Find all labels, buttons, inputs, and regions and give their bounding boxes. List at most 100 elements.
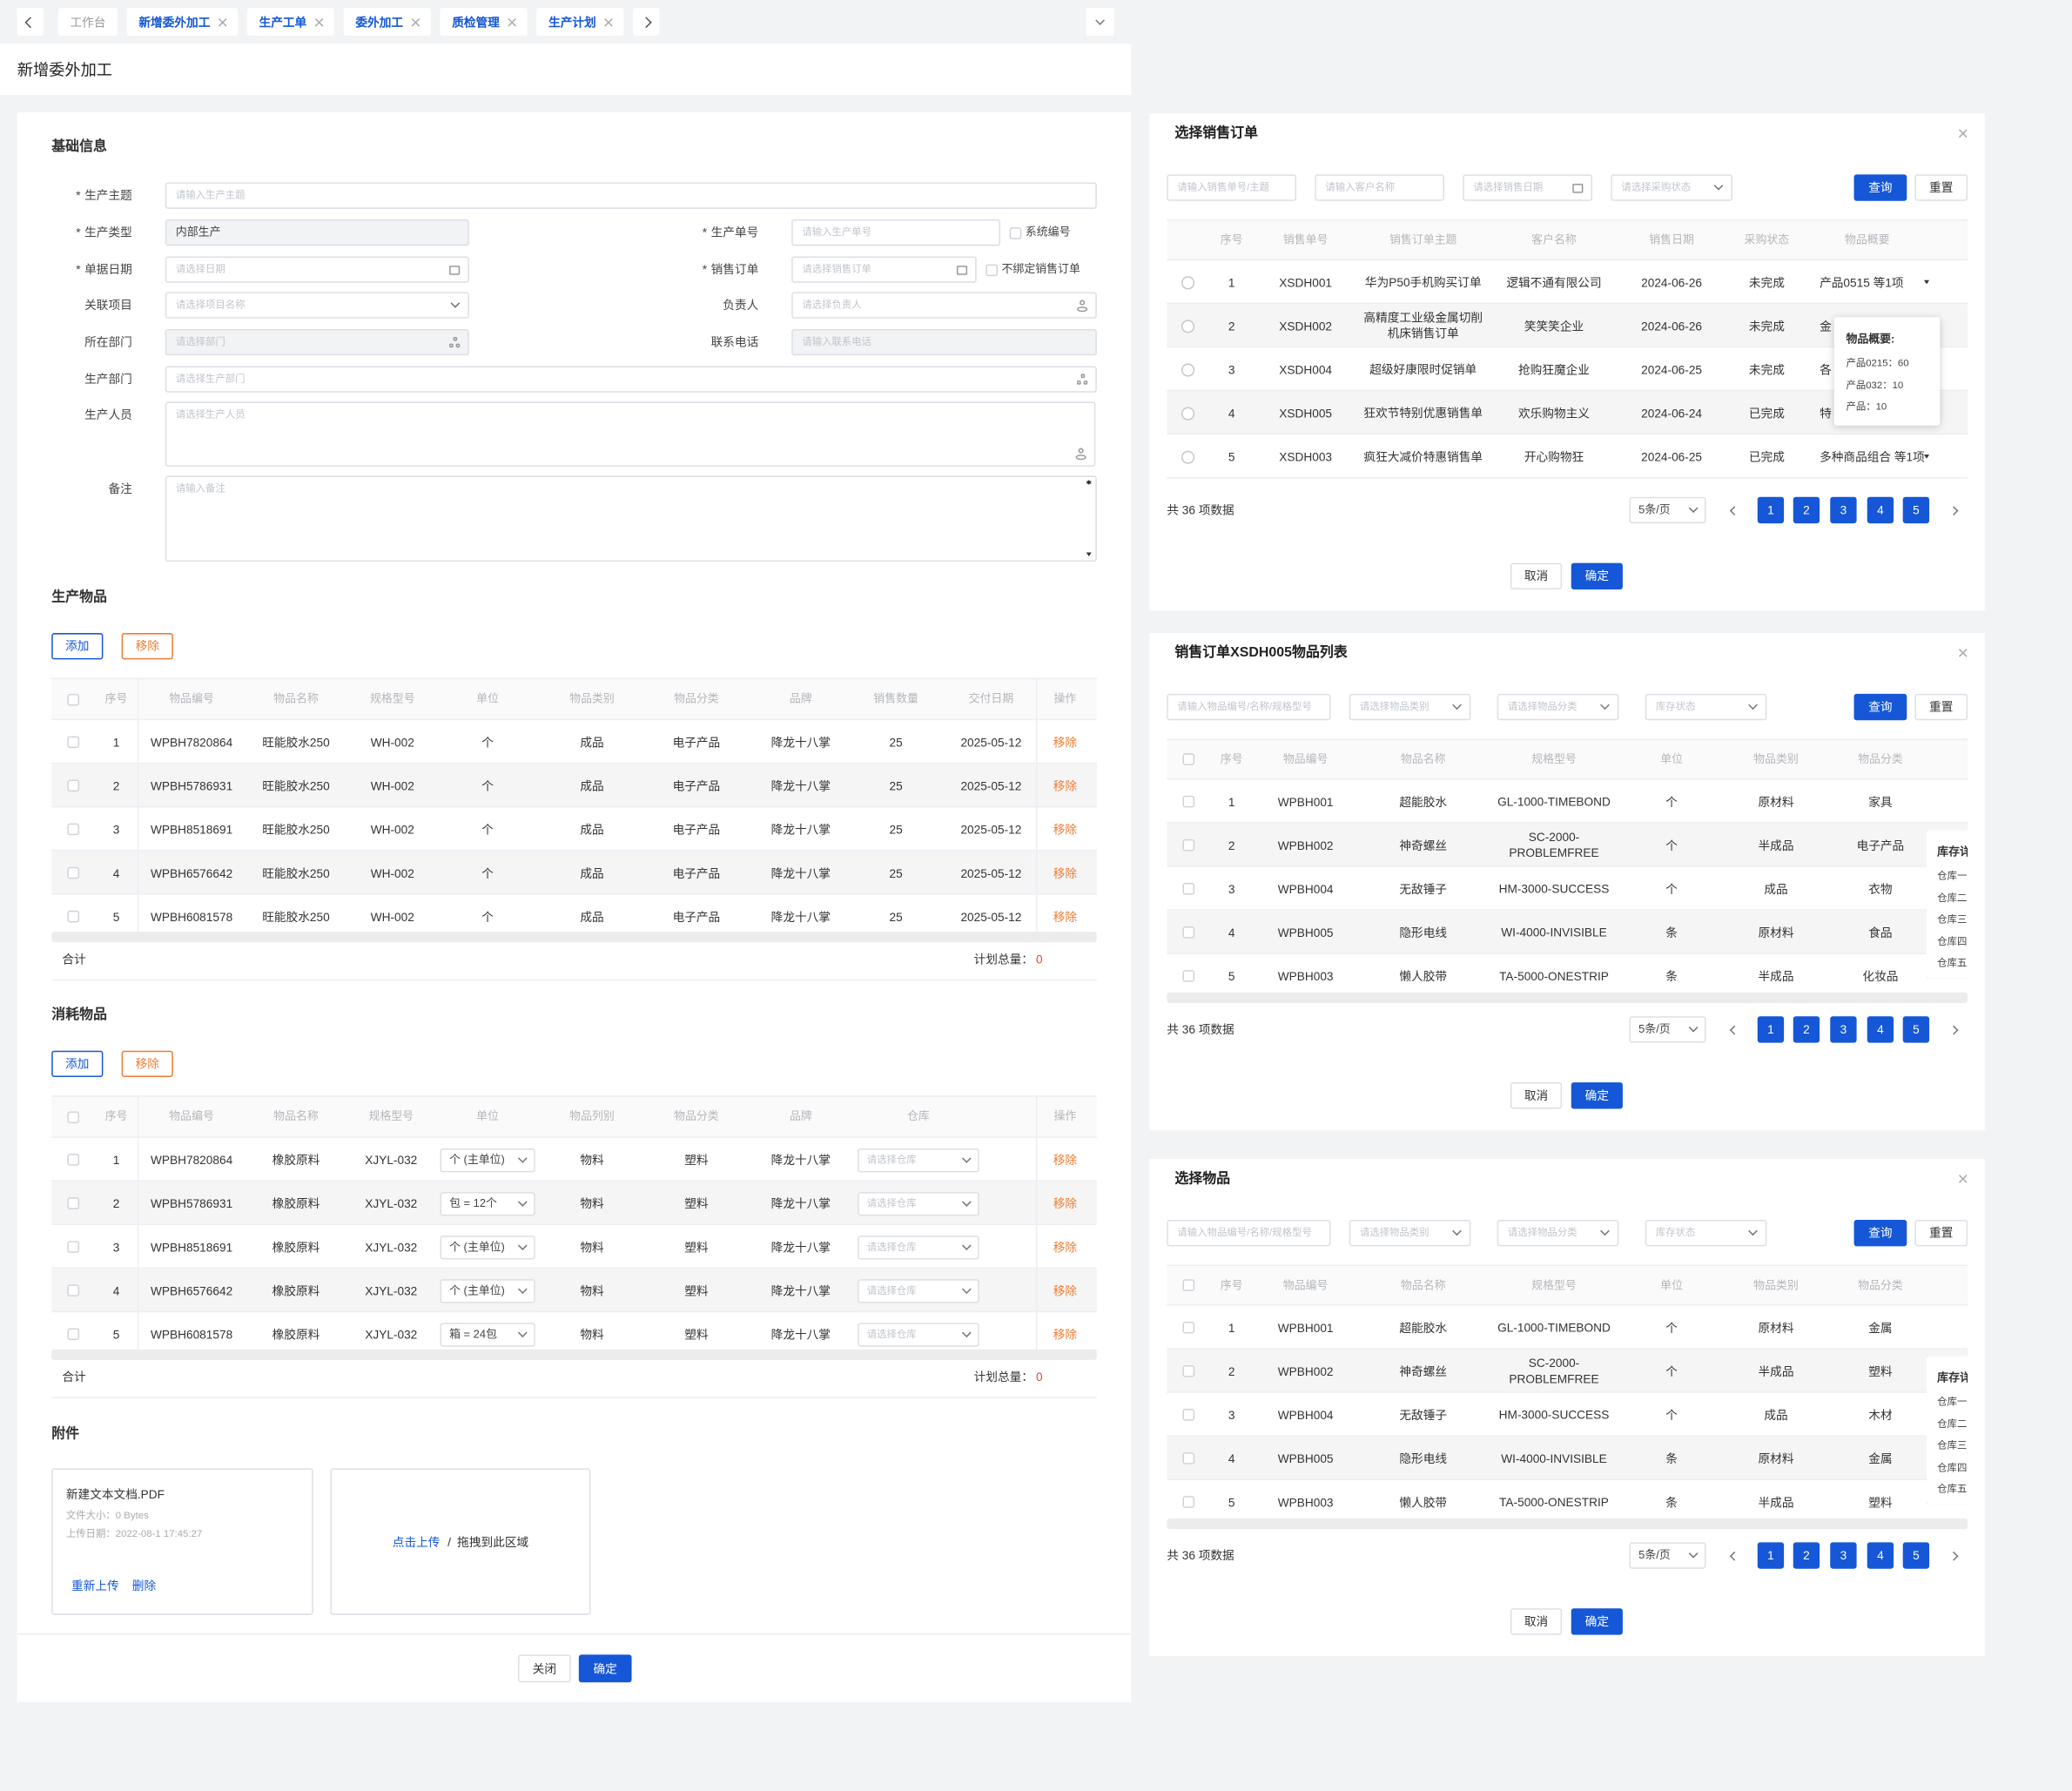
row-action[interactable]: 移除 xyxy=(1053,865,1078,880)
checkbox[interactable] xyxy=(66,1110,79,1123)
confirm-button[interactable] xyxy=(578,1654,632,1683)
tab-prev[interactable] xyxy=(17,8,44,36)
filter-input[interactable] xyxy=(1497,693,1619,721)
tab-close[interactable] xyxy=(508,17,515,25)
checkbox[interactable] xyxy=(1181,1452,1194,1464)
row-action[interactable]: 移除 xyxy=(1053,735,1078,749)
row-action[interactable]: 移除 xyxy=(1053,1283,1078,1297)
page-button[interactable] xyxy=(1830,1542,1857,1569)
reset-button[interactable] xyxy=(1914,1219,1968,1247)
query-button[interactable] xyxy=(1853,174,1907,201)
filter-input[interactable] xyxy=(1497,1219,1619,1247)
input-field[interactable] xyxy=(791,219,1001,246)
checkbox[interactable] xyxy=(1181,882,1194,895)
tab-close[interactable] xyxy=(218,17,225,25)
select[interactable] xyxy=(858,1191,979,1215)
input-field[interactable] xyxy=(791,328,1097,356)
checkbox[interactable] xyxy=(66,693,79,705)
checkbox[interactable] xyxy=(66,779,79,792)
page-button[interactable] xyxy=(1793,1542,1820,1569)
page-button[interactable] xyxy=(1830,1016,1857,1043)
tab[interactable]: 生产工单 xyxy=(246,8,335,36)
radio[interactable] xyxy=(1181,275,1195,289)
page-button[interactable] xyxy=(1867,496,1894,524)
select[interactable] xyxy=(440,1148,535,1172)
input-field[interactable] xyxy=(165,182,1097,209)
checkbox[interactable] xyxy=(1181,1321,1194,1334)
tab[interactable]: 工作台 xyxy=(57,8,118,36)
tab-next[interactable] xyxy=(633,8,660,36)
checkbox[interactable] xyxy=(1009,226,1022,239)
page-button[interactable] xyxy=(1757,1016,1785,1043)
cancel-button[interactable] xyxy=(1510,562,1563,589)
upload-link[interactable]: 点击上传 xyxy=(392,1535,441,1549)
row-action[interactable]: 移除 xyxy=(1053,1153,1078,1167)
select[interactable] xyxy=(858,1278,979,1303)
row-action[interactable]: 移除 xyxy=(1053,909,1078,924)
radio[interactable] xyxy=(1181,319,1195,333)
select[interactable] xyxy=(440,1191,535,1215)
page-button[interactable] xyxy=(1902,1542,1930,1569)
input-field[interactable] xyxy=(165,475,1097,562)
filter-input[interactable] xyxy=(1611,174,1732,201)
confirm-button[interactable] xyxy=(1571,1082,1623,1109)
close-button[interactable] xyxy=(517,1654,571,1683)
row-action[interactable]: 移除 xyxy=(1053,1327,1078,1341)
input-field[interactable] xyxy=(791,256,977,283)
filter-input[interactable] xyxy=(1645,1219,1767,1247)
filter-input[interactable] xyxy=(1645,693,1767,721)
cancel-button[interactable] xyxy=(1510,1608,1563,1635)
checkbox[interactable] xyxy=(66,1328,79,1341)
tab[interactable]: 新增委外加工 xyxy=(126,8,239,36)
page-size-select[interactable] xyxy=(1629,1016,1706,1043)
filter-input[interactable] xyxy=(1167,693,1331,721)
radio[interactable] xyxy=(1181,362,1195,376)
checkbox[interactable] xyxy=(1181,970,1194,982)
checkbox[interactable] xyxy=(1181,1364,1194,1377)
input-field[interactable] xyxy=(165,256,469,283)
input-field[interactable] xyxy=(165,292,469,319)
page-button[interactable] xyxy=(1867,1016,1894,1043)
checkbox[interactable] xyxy=(986,263,998,276)
filter-input[interactable] xyxy=(1315,174,1445,201)
close-icon[interactable] xyxy=(1958,1175,1966,1182)
checkbox[interactable] xyxy=(66,1284,79,1297)
select[interactable] xyxy=(858,1322,979,1346)
reset-button[interactable] xyxy=(1914,693,1968,721)
page-button[interactable] xyxy=(1793,1016,1820,1043)
add-button[interactable] xyxy=(51,633,104,660)
checkbox[interactable] xyxy=(1181,753,1194,765)
select[interactable] xyxy=(440,1278,535,1303)
page-size-select[interactable] xyxy=(1629,1542,1706,1569)
page-button[interactable] xyxy=(1757,496,1785,524)
checkbox[interactable] xyxy=(66,866,79,879)
input-field[interactable] xyxy=(165,366,1097,393)
confirm-button[interactable] xyxy=(1571,562,1623,589)
select[interactable] xyxy=(440,1235,535,1259)
checkbox[interactable] xyxy=(1181,838,1194,852)
checkbox[interactable] xyxy=(66,823,79,836)
add-button[interactable] xyxy=(51,1050,104,1078)
checkbox[interactable] xyxy=(66,1154,79,1166)
select[interactable] xyxy=(440,1322,535,1346)
page-button[interactable] xyxy=(1757,1542,1785,1569)
checkbox[interactable] xyxy=(1181,1279,1194,1291)
page-button[interactable] xyxy=(1793,496,1820,524)
filter-input[interactable] xyxy=(1167,1219,1331,1247)
close-icon[interactable] xyxy=(1958,649,1966,656)
row-action[interactable]: 移除 xyxy=(1053,822,1078,836)
cancel-button[interactable] xyxy=(1510,1082,1563,1109)
select[interactable] xyxy=(858,1148,979,1172)
checkbox[interactable] xyxy=(66,910,79,923)
close-icon[interactable] xyxy=(1958,130,1966,138)
filter-input[interactable] xyxy=(1167,174,1297,201)
page-button[interactable] xyxy=(1902,1016,1930,1043)
page-button[interactable] xyxy=(1867,1542,1894,1569)
query-button[interactable] xyxy=(1853,693,1907,721)
filter-input[interactable] xyxy=(1349,1219,1471,1247)
tab-close[interactable] xyxy=(314,17,322,25)
radio[interactable] xyxy=(1181,406,1195,420)
tab-close[interactable] xyxy=(604,17,612,25)
filter-input[interactable] xyxy=(1463,174,1593,201)
tab[interactable]: 委外加工 xyxy=(343,8,431,36)
